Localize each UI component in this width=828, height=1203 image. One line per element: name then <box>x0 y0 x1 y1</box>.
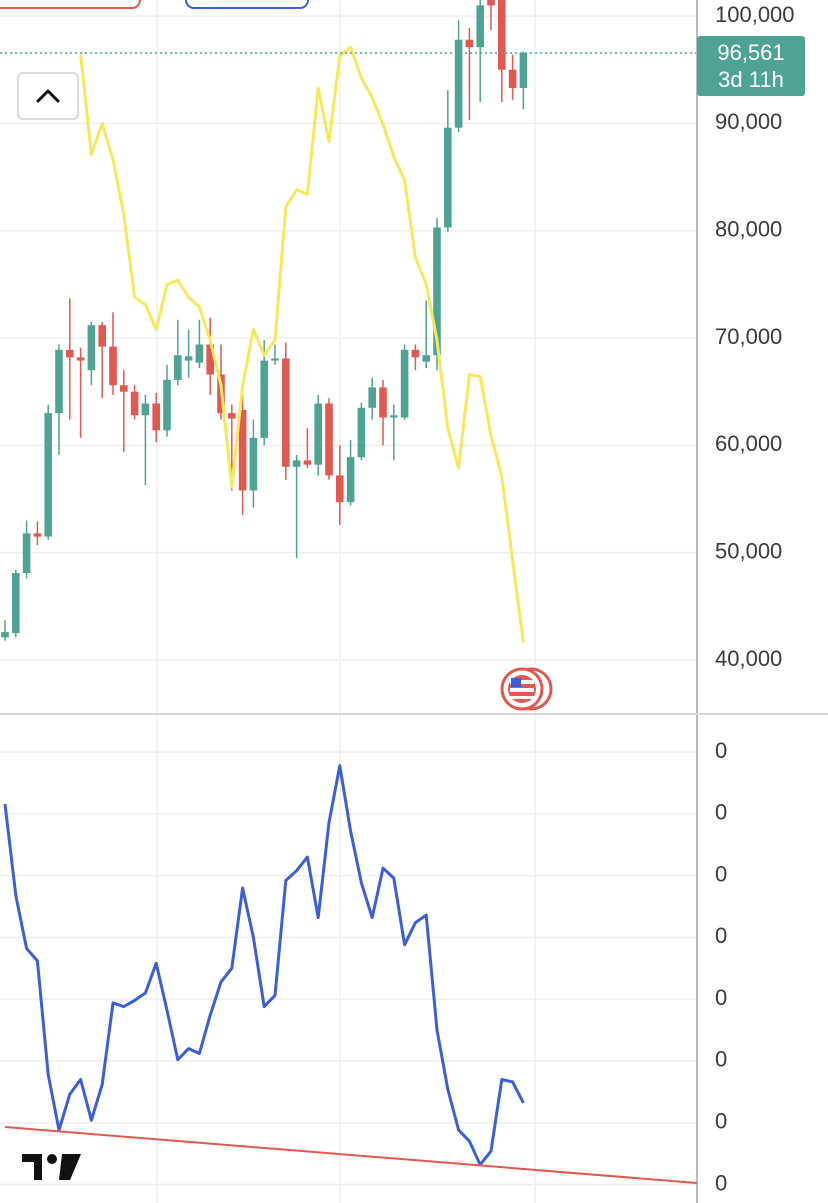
candle-body <box>22 533 31 574</box>
partial-button[interactable] <box>0 0 141 9</box>
y-tick-label: 0 <box>715 861 727 886</box>
candle-body <box>87 325 96 371</box>
candle-body <box>120 385 128 392</box>
indicator-pane <box>0 751 697 1186</box>
candle-body <box>109 346 117 386</box>
last-price-box <box>697 36 805 97</box>
candle-body <box>195 344 204 363</box>
y-tick-label: 60,000 <box>715 431 782 456</box>
candle-body <box>519 53 528 88</box>
candle-body <box>508 69 517 88</box>
y-tick-label: 80,000 <box>715 217 782 242</box>
candle-body <box>379 387 387 418</box>
candle-body <box>336 475 344 503</box>
y-tick-label: 0 <box>715 1047 727 1072</box>
candle-body <box>152 403 160 431</box>
candle-body <box>130 391 139 416</box>
candle-body <box>1 632 9 638</box>
y-tick-label: 90,000 <box>715 109 782 134</box>
candle-body <box>163 379 171 431</box>
y-tick-label: 40,000 <box>715 646 782 671</box>
candle-body <box>368 387 376 408</box>
candle-body <box>174 355 182 380</box>
candle-body <box>76 357 85 361</box>
event-icon <box>500 667 553 711</box>
candle-body <box>433 227 441 356</box>
candle-body <box>390 415 398 418</box>
candle-body <box>141 403 150 416</box>
candle-body <box>44 413 52 537</box>
price-pane <box>0 0 697 661</box>
candle-body <box>228 413 236 419</box>
chevron-icon <box>36 89 60 103</box>
y-tick-label: 0 <box>715 1109 727 1134</box>
candle-body <box>271 358 279 361</box>
countdown-label: 3d 11h <box>718 67 784 92</box>
y-tick-label: 0 <box>715 1170 727 1195</box>
candle-body <box>260 360 268 438</box>
candle-body <box>184 356 193 361</box>
candle-body <box>487 0 495 6</box>
candle-body <box>346 457 355 503</box>
y-tick-label: 50,000 <box>715 538 782 563</box>
candle-body <box>55 349 63 414</box>
candle-body <box>206 344 214 375</box>
candle-body <box>357 407 366 458</box>
y-tick-label: 100,000 <box>715 2 795 27</box>
candle-body <box>411 349 420 358</box>
candle-body <box>33 533 42 537</box>
collapse-button[interactable] <box>17 72 79 120</box>
partial-button[interactable] <box>185 0 309 9</box>
candle-body <box>12 573 20 634</box>
candle-body <box>314 403 322 465</box>
candle-body <box>249 437 258 491</box>
candle-body <box>303 460 312 465</box>
y-tick-label: 0 <box>715 800 727 825</box>
y-tick-label: 0 <box>715 985 727 1010</box>
candle-body <box>444 127 452 228</box>
price-axis: 40,000 50,000 60,000 70,000 80,000 90,000 100,… <box>715 2 795 1195</box>
y-tick-label: 0 <box>715 738 727 763</box>
y-tick-label: 70,000 <box>715 324 782 349</box>
indicator-line <box>3 764 525 1167</box>
trend-line-drawing <box>4 1126 698 1184</box>
candle-body <box>476 5 484 48</box>
y-tick-label: 0 <box>715 923 727 948</box>
candle-body <box>238 409 247 491</box>
candle-body <box>325 403 333 476</box>
candle-body <box>400 349 409 418</box>
candle-body <box>465 39 474 48</box>
candle-body <box>454 39 463 128</box>
logo <box>22 1154 81 1180</box>
candle-body <box>292 460 301 467</box>
candle-body <box>422 355 430 362</box>
candle-body <box>98 325 106 347</box>
candle-body <box>66 349 74 358</box>
candle-body <box>498 0 506 70</box>
last-price-label: 96,561 <box>717 40 784 65</box>
overlay-line <box>79 45 525 643</box>
vertical-grid <box>156 0 536 1203</box>
candle-body <box>282 358 290 467</box>
